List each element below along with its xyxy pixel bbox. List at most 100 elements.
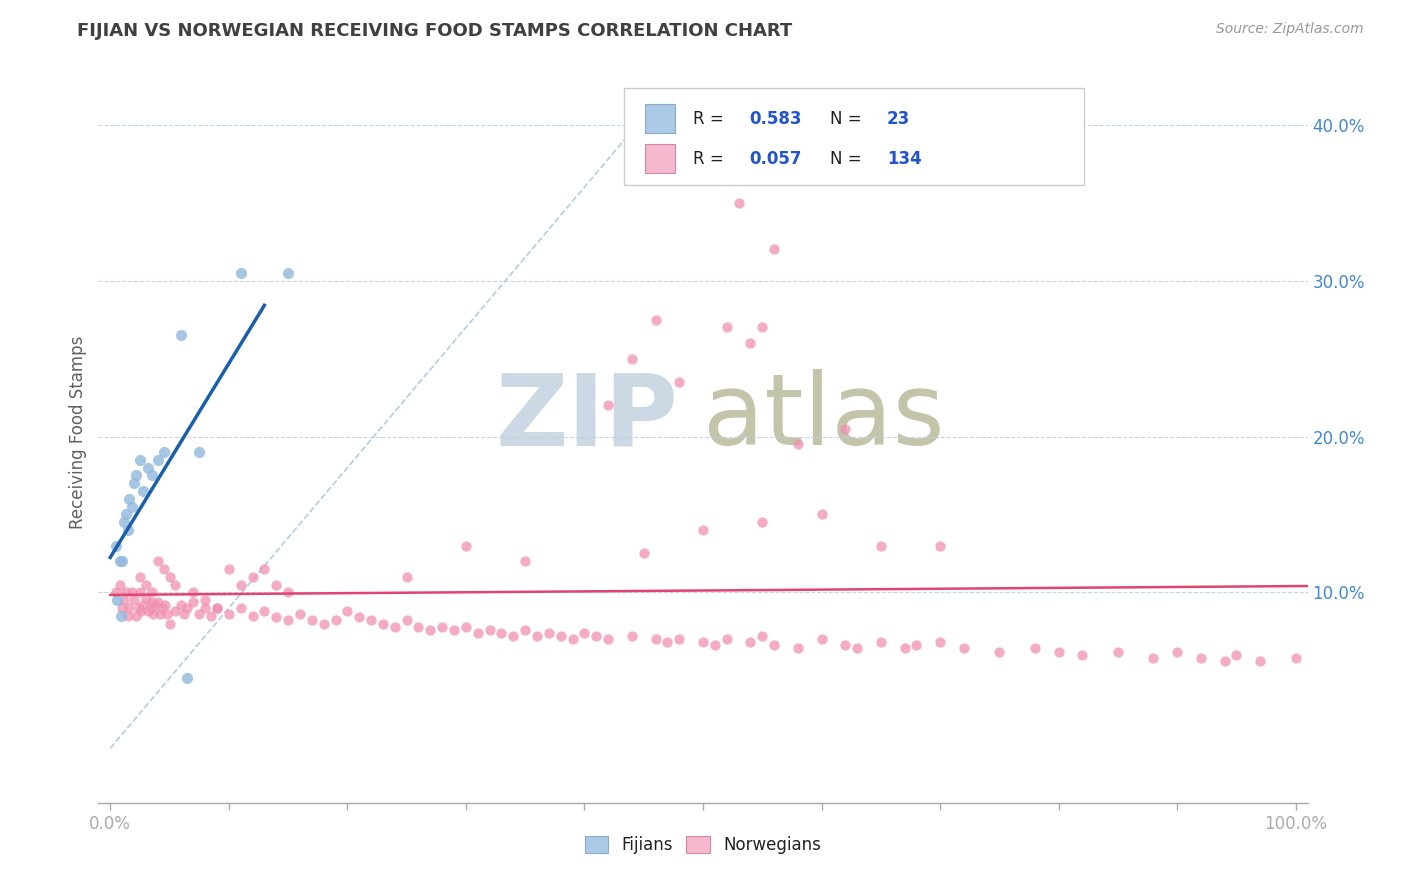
Point [526,629,548,643]
Point [135,591,157,606]
Point [1166,645,1188,659]
Point [598,398,620,412]
Point [188,607,211,622]
Point [408,620,430,634]
Point [159,616,181,631]
Point [692,635,714,649]
Point [129,604,152,618]
Point [786,641,808,656]
Point [1024,641,1046,656]
Point [432,620,454,634]
Point [141,595,163,609]
Point [1225,648,1247,662]
Point [395,570,418,584]
Point [141,585,163,599]
Point [146,453,169,467]
Point [118,601,141,615]
Point [644,632,666,647]
Point [153,598,176,612]
Point [1189,650,1212,665]
Point [478,623,501,637]
Text: Source: ZipAtlas.com: Source: ZipAtlas.com [1216,22,1364,37]
Point [159,570,181,584]
Point [598,632,620,647]
Point [763,243,786,257]
Point [181,595,204,609]
Point [633,546,655,560]
Point [277,585,299,599]
Point [716,632,738,647]
Point [105,539,128,553]
Point [988,645,1011,659]
Point [834,639,856,653]
Point [146,554,169,568]
Point [763,639,786,653]
Text: 23: 23 [887,110,910,128]
Point [277,614,299,628]
Point [751,515,773,529]
Point [194,593,217,607]
Point [550,629,572,643]
Point [929,539,952,553]
Point [139,601,162,615]
Point [668,375,690,389]
Point [170,328,193,343]
Point [229,266,252,280]
Point [125,608,148,623]
Point [114,508,136,522]
Text: N =: N = [830,110,868,128]
Point [443,623,465,637]
Point [152,445,174,459]
Point [371,616,394,631]
Point [218,607,240,622]
Point [111,601,134,615]
Point [893,641,915,656]
Point [165,604,187,618]
Point [188,445,211,459]
Text: R =: R = [693,110,730,128]
Point [264,577,287,591]
Point [136,604,159,618]
Point [657,635,679,649]
Point [121,500,143,514]
Point [751,320,773,334]
Point [141,468,163,483]
Point [135,577,157,591]
Point [834,422,856,436]
Point [1249,654,1271,668]
Point [952,641,974,656]
FancyBboxPatch shape [645,104,675,133]
Point [205,601,228,615]
Point [129,453,152,467]
Text: 0.057: 0.057 [749,150,801,168]
Point [105,585,128,599]
Legend: Fijians, Norwegians: Fijians, Norwegians [578,830,828,861]
Text: R =: R = [693,150,730,168]
Point [129,585,152,599]
Point [181,585,204,599]
Point [786,437,808,451]
Point [121,585,143,599]
Point [288,607,311,622]
Point [176,601,198,615]
Point [585,629,607,643]
Point [165,577,187,591]
Point [205,601,228,615]
Point [454,539,477,553]
Point [740,635,762,649]
Point [1285,650,1308,665]
Point [194,601,217,615]
Point [117,608,139,623]
Point [846,641,869,656]
Point [110,608,132,623]
Point [325,614,347,628]
Text: ZIP: ZIP [496,369,679,467]
Point [218,562,240,576]
Point [264,610,287,624]
Point [1071,648,1094,662]
Point [644,312,666,326]
Point [869,635,891,649]
Point [751,629,773,643]
Point [1107,645,1129,659]
Point [395,614,418,628]
